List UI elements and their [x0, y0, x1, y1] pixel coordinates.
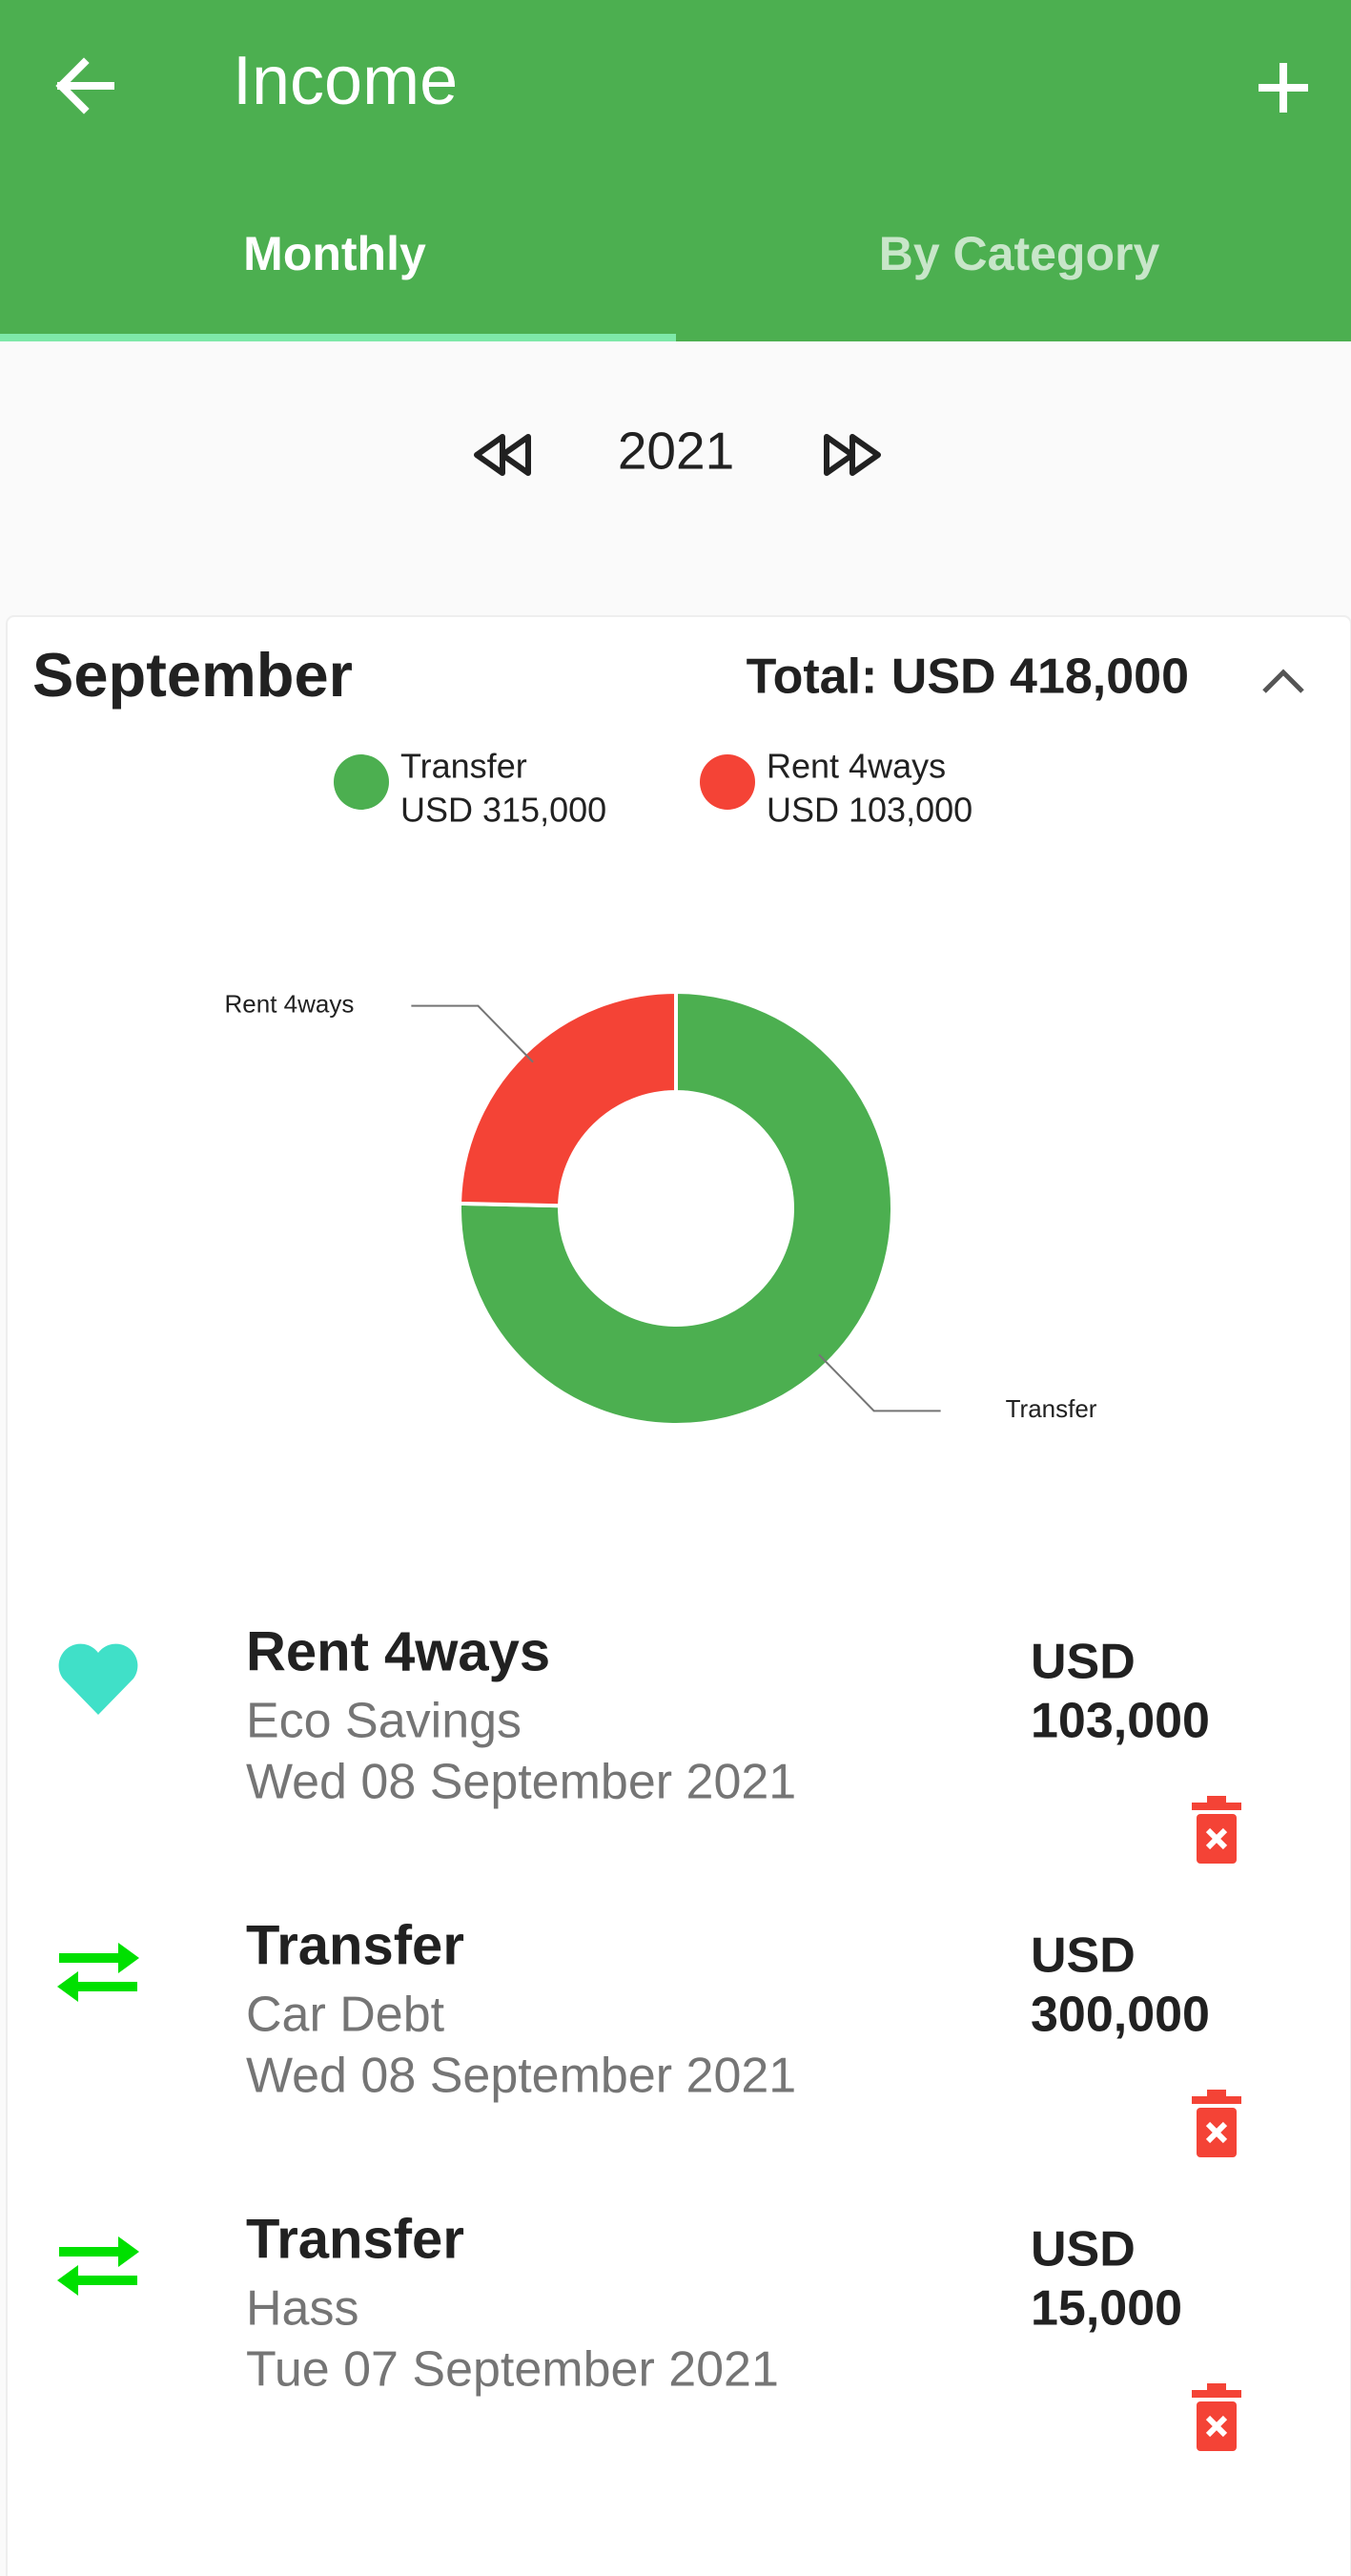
currency: USD [1031, 1928, 1136, 1984]
legend-swatch [700, 754, 755, 810]
transfer-icon [57, 2236, 139, 2296]
legend-swatch [334, 754, 389, 810]
currency: USD [1031, 1635, 1136, 1690]
transaction[interactable]: Transfer Hass Tue 07 September 2021 USD … [57, 2208, 1182, 2398]
heart-icon [58, 1643, 138, 1715]
amount: 103,000 [1031, 1694, 1210, 1749]
donut-chart: Transfer Transfer USD 315,000 Rent 4ways Ren… [225, 747, 1097, 1427]
delete-button[interactable] [1192, 1796, 1241, 1864]
delete-buttons [1192, 1796, 1241, 2451]
transaction-title: Transfer [246, 1914, 464, 1976]
transaction-date: Tue 07 September 2021 [246, 2342, 779, 2398]
previous-year[interactable] [474, 434, 531, 476]
legend-label: Rent 4ways [767, 747, 946, 786]
trash-lid [1192, 1803, 1241, 1810]
tab[interactable]: By Category [879, 227, 1160, 280]
delete-button[interactable] [1192, 2090, 1241, 2157]
title: Income [233, 43, 458, 119]
currency: USD [1031, 2222, 1136, 2277]
transaction-account: Eco Savings [246, 1694, 522, 1749]
trash-x [1205, 2121, 1228, 2144]
transaction-account: Car Debt [246, 1988, 445, 2043]
pie-slice [458, 989, 894, 1427]
trash-handle [1207, 1796, 1226, 1803]
leader-line [818, 1353, 941, 1412]
month-total: Total: USD 418,000 [747, 649, 1189, 705]
app-bar [0, 0, 1351, 341]
transaction[interactable]: Transfer Car Debt Wed 08 September 2021 … [57, 1914, 1210, 2104]
trash-x [1205, 1827, 1228, 1850]
tab-indicator [0, 334, 676, 341]
legend-value: USD 103,000 [767, 791, 972, 830]
year: 2021 [618, 422, 734, 481]
trash-handle [1207, 2090, 1226, 2097]
next-year[interactable] [824, 434, 881, 476]
transaction-account: Hass [246, 2281, 358, 2337]
trash-handle [1207, 2383, 1226, 2391]
transaction-date: Wed 08 September 2021 [246, 1755, 796, 1810]
transaction-title: Rent 4ways [246, 1620, 550, 1682]
month-name: September [32, 640, 353, 710]
slice-label: Rent 4ways [225, 990, 355, 1019]
pie-slice [458, 989, 678, 1208]
back-button[interactable] [55, 57, 114, 114]
month-card [6, 615, 1351, 2576]
transaction[interactable]: Rent 4ways Eco Savings Wed 08 September … [58, 1620, 1210, 1810]
legend-label: Transfer [400, 747, 527, 786]
slice-label: Transfer [1006, 1394, 1097, 1423]
transaction-date: Wed 08 September 2021 [246, 2049, 796, 2104]
amount: 300,000 [1031, 1988, 1210, 2043]
amount: 15,000 [1031, 2281, 1182, 2337]
collapse-button[interactable] [1262, 669, 1304, 693]
transfer-icon [57, 1943, 139, 2002]
trash-lid [1192, 2390, 1241, 2398]
tab[interactable]: Monthly [243, 227, 426, 280]
leader-line [411, 1004, 534, 1063]
trash-x [1205, 2415, 1228, 2438]
transaction-title: Transfer [246, 2208, 464, 2270]
delete-button[interactable] [1192, 2383, 1241, 2451]
legend-value: USD 315,000 [400, 791, 606, 830]
add-button[interactable] [1259, 63, 1308, 113]
trash-lid [1192, 2096, 1241, 2104]
